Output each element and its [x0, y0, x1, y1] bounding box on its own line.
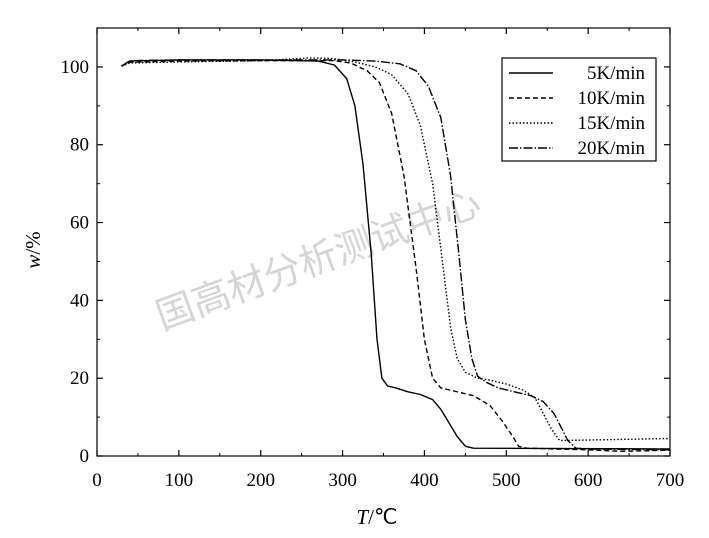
- legend-box: [501, 57, 657, 162]
- legend-label-3: 15K/min: [577, 113, 645, 134]
- legend-label-2: 10K/min: [577, 88, 645, 109]
- x-tick-label: 0: [92, 470, 102, 491]
- y-axis-title-variable: w: [21, 255, 45, 269]
- series-layer: [121, 57, 671, 452]
- x-tick-label: 200: [246, 470, 275, 491]
- series-line-4: [121, 59, 671, 451]
- x-tick-label: 500: [492, 470, 521, 491]
- y-tick-label: 20: [70, 368, 89, 389]
- legend-label-1: 5K/min: [587, 63, 646, 84]
- x-axis-title-variable: T: [356, 505, 369, 529]
- legend: 5K/min 10K/min 15K/min 20K/min: [501, 57, 657, 162]
- y-axis-title-unit: /%: [21, 231, 45, 254]
- x-tick-label: 700: [656, 470, 685, 491]
- svg-text:w/%: w/%: [21, 231, 45, 268]
- y-tick-label: 60: [70, 213, 89, 234]
- x-tick-label: 100: [165, 470, 194, 491]
- watermark-text: 国高材分析测试中心: [150, 180, 486, 338]
- svg-text:T/℃: T/℃: [356, 505, 397, 529]
- x-tick-label: 600: [574, 470, 603, 491]
- x-axis-title-unit: /℃: [368, 505, 397, 529]
- y-tick-label: 0: [80, 446, 90, 467]
- series-line-2: [121, 60, 671, 452]
- x-axis-title: T/℃: [356, 505, 397, 529]
- legend-label-4: 20K/min: [577, 138, 645, 159]
- x-tick-label: 400: [410, 470, 439, 491]
- ticks-layer: 0 100 200 300 400 500 600 700 0 20 40 60 80 100: [61, 28, 685, 491]
- y-axis-title: w/%: [21, 231, 45, 268]
- y-tick-label: 100: [61, 57, 90, 78]
- x-tick-label: 300: [328, 470, 357, 491]
- y-tick-label: 80: [70, 135, 89, 156]
- y-tick-label: 40: [70, 290, 89, 311]
